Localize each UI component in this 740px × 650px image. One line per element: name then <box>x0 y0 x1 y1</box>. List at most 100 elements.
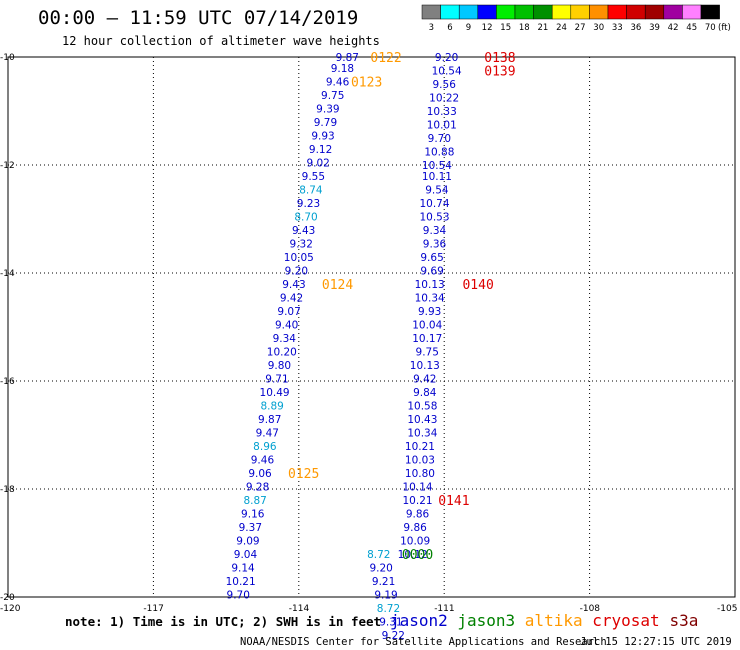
wave-height-value: 10.13 <box>410 360 440 372</box>
legend-bin-label: 24 <box>556 23 567 33</box>
legend-swatch <box>533 4 553 20</box>
lon-tick-label: -111 <box>434 604 454 614</box>
legend-swatch <box>607 4 627 20</box>
lat-lon-grid <box>8 57 735 597</box>
wave-height-value: 8.89 <box>260 400 283 412</box>
wave-height-value: 9.87 <box>336 52 359 64</box>
wave-height-value: 9.28 <box>246 481 269 493</box>
wave-height-value: 9.12 <box>309 144 332 156</box>
wave-height-value: 9.42 <box>280 292 303 304</box>
satellite-label-jason3: jason3 <box>457 611 515 630</box>
pass-time-label: 0141 <box>438 494 469 509</box>
altimeter-tracks: 9.879.189.469.759.399.799.939.129.029.55… <box>226 52 462 642</box>
color-legend: 3 6 9 12 15 18 21 24 27 30 33 36 39 42 45 70 (ft) <box>421 4 731 33</box>
pass-time-label: 0140 <box>462 278 493 293</box>
wave-height-value: 10.53 <box>419 211 449 223</box>
wave-height-value: 9.80 <box>268 360 291 372</box>
satellite-legend: jason2 jason3 altika cryosat s3a <box>390 611 698 630</box>
wave-height-value: 9.79 <box>314 117 337 129</box>
legend-bin-label: 30 <box>593 23 604 33</box>
wave-height-value: 8.72 <box>377 603 400 615</box>
footer-credit: NOAA/NESDIS Center for Satellite Applica… <box>240 636 607 648</box>
legend-swatch <box>551 4 572 20</box>
wave-height-value: 10.80 <box>405 468 435 480</box>
lat-tick-label: -14 <box>0 269 15 279</box>
legend-bin-label: 15 <box>500 23 511 33</box>
wave-height-value: 8.96 <box>253 441 277 453</box>
wave-height-value: 10.21 <box>403 495 433 507</box>
satellite-label-jason2: jason2 <box>390 611 448 630</box>
wave-height-value: 9.71 <box>265 373 288 385</box>
lon-tick-label: -120 <box>0 604 21 614</box>
pass-time-label: 0122 <box>370 51 401 66</box>
wave-height-value: 9.37 <box>239 522 262 534</box>
lon-tick-label: -117 <box>143 604 163 614</box>
legend-bin-label: 6 <box>447 23 452 33</box>
wave-height-value: 8.70 <box>294 211 317 223</box>
wave-height-value: 9.06 <box>248 468 272 480</box>
legend-swatch <box>440 4 460 20</box>
wave-height-value: 10.74 <box>419 198 449 210</box>
legend-bin-label: 42 <box>668 23 679 33</box>
legend-swatch <box>477 4 497 20</box>
wave-height-value: 10.58 <box>407 400 437 412</box>
legend-swatch <box>570 4 590 20</box>
wave-height-value: 9.04 <box>234 549 258 561</box>
wave-height-value: 10.21 <box>226 576 256 588</box>
wave-height-value: 9.09 <box>236 535 259 547</box>
wave-height-value: 9.75 <box>321 90 344 102</box>
pass-time-label: 0138 <box>484 51 515 66</box>
legend-swatch <box>421 4 441 20</box>
wave-height-value: 9.07 <box>277 306 300 318</box>
wave-height-value: 9.20 <box>369 562 392 574</box>
wave-height-value: 10.14 <box>403 481 433 493</box>
wave-height-value: 9.16 <box>241 508 265 520</box>
wave-height-value: 9.23 <box>297 198 320 210</box>
pass-time-label: 0125 <box>288 467 319 482</box>
wave-height-value: 9.36 <box>423 238 447 250</box>
wave-height-value: 9.69 <box>420 265 443 277</box>
wave-height-value: 10.04 <box>412 319 442 331</box>
wave-height-value: 9.20 <box>285 265 308 277</box>
legend-swatch <box>663 4 683 20</box>
lat-tick-label: -12 <box>0 161 15 171</box>
legend-bin-label: 39 <box>649 23 660 33</box>
wave-height-value: 10.03 <box>405 454 435 466</box>
lat-tick-label: -16 <box>0 377 15 387</box>
wave-height-value: 9.22 <box>382 630 405 642</box>
legend-swatch <box>589 4 609 20</box>
wave-height-value: 9.70 <box>428 133 451 145</box>
wave-height-value: 10.09 <box>400 535 430 547</box>
wave-height-value: 9.42 <box>413 373 436 385</box>
wave-height-value: 9.46 <box>251 454 275 466</box>
wave-height-value: 10.17 <box>412 333 442 345</box>
wave-height-value: 9.43 <box>282 279 305 291</box>
wave-height-value: 8.87 <box>243 495 266 507</box>
lon-tick-label: -105 <box>717 604 737 614</box>
wave-height-value: 9.87 <box>258 414 281 426</box>
wave-height-value: 9.65 <box>420 252 443 264</box>
satellite-label-altika: altika <box>525 611 583 630</box>
wave-height-value: 10.22 <box>429 93 459 105</box>
plot-area: -120 -117 -114 -111 -108 -105 -10 -12 -14 -16 -18 -… <box>0 51 737 642</box>
lat-tick-label: -20 <box>0 593 15 603</box>
wave-height-value: 9.31 <box>379 616 402 628</box>
wave-height-value: 9.55 <box>302 171 325 183</box>
wave-height-value: 9.39 <box>316 103 339 115</box>
wave-height-value: 9.70 <box>227 589 250 601</box>
wave-height-value: 9.56 <box>433 79 457 91</box>
pass-time-label: 0124 <box>322 278 353 293</box>
wave-height-value: 9.54 <box>425 184 449 196</box>
legend-bin-label: 36 <box>630 23 641 33</box>
wave-height-value: 9.43 <box>292 225 315 237</box>
legend-swatch <box>682 4 702 20</box>
wave-height-value: 10.49 <box>260 387 290 399</box>
lon-tick-label: -108 <box>580 604 601 614</box>
wave-height-value: 9.93 <box>418 306 441 318</box>
page-subtitle: 12 hour collection of altimeter wave hei… <box>62 34 380 48</box>
wave-height-value: 10.34 <box>415 292 445 304</box>
lon-tick-label: -114 <box>289 604 310 614</box>
wave-height-value: 10.33 <box>427 106 457 118</box>
pass-time-label: 0139 <box>484 65 515 80</box>
